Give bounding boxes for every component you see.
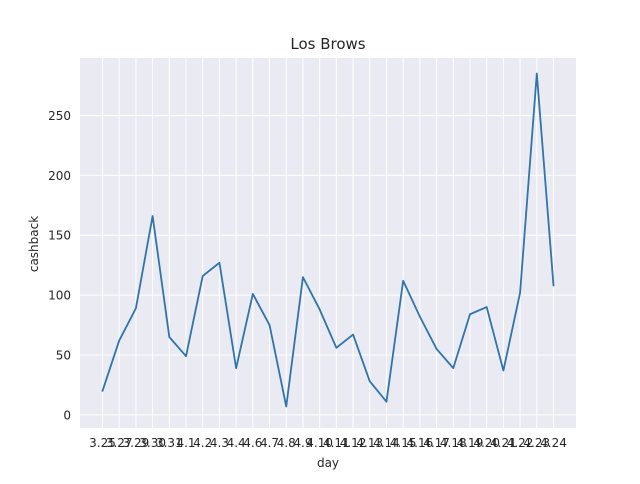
x-tick-label: 4.8 [277,436,296,450]
x-tick-label: 4.19 [457,436,484,450]
x-tick-label: 4.1 [176,436,195,450]
y-tick-label: 150 [48,229,71,243]
y-tick-labels: 0 50 100 150 200 250 [48,109,71,422]
x-tick-label: 4.16 [407,436,434,450]
x-tick-label: 4.22 [507,436,534,450]
x-tick-label: 4.21 [490,436,517,450]
x-tick-label: 4.15 [390,436,417,450]
series-line [101,72,555,408]
x-tick-label: 4.11 [323,436,350,450]
x-tick-label: 3.31 [156,436,183,450]
x-tick-label: 3.25 [89,436,116,450]
x-tick-label: 4.9 [293,436,312,450]
y-tick-label: 0 [63,408,71,422]
x-tick-label: 4.4 [227,436,246,450]
x-tick-label: 4.10 [306,436,333,450]
x-tick-label: 4.6 [243,436,262,450]
y-tick-label: 100 [48,289,71,303]
x-tick-label: 3.30 [139,436,166,450]
x-axis-label: day [317,456,339,470]
y-axis-label: cashback [27,216,41,272]
x-tick-label: 4.23 [523,436,550,450]
grid-lines [80,58,576,428]
x-tick-label: 4.7 [260,436,279,450]
chart-title: Los Brows [290,35,365,53]
x-tick-label: 4.13 [356,436,383,450]
y-tick-label: 50 [56,348,71,362]
x-tick-label: 4.17 [423,436,450,450]
y-tick-label: 200 [48,169,71,183]
x-tick-label: 3.27 [106,436,133,450]
x-tick-label: 3.29 [123,436,150,450]
x-tick-label: 4.24 [540,436,567,450]
x-tick-label: 4.3 [210,436,229,450]
x-tick-label: 4.2 [193,436,212,450]
x-tick-label: 4.20 [473,436,500,450]
x-tick-label: 4.12 [340,436,367,450]
x-tick-label: 4.18 [440,436,467,450]
x-tick-labels: 3.253.273.293.303.314.14.24.34.44.64.74.… [89,436,567,450]
x-tick-label: 4.14 [373,436,400,450]
plot-area [80,58,576,428]
y-tick-label: 250 [48,109,71,123]
